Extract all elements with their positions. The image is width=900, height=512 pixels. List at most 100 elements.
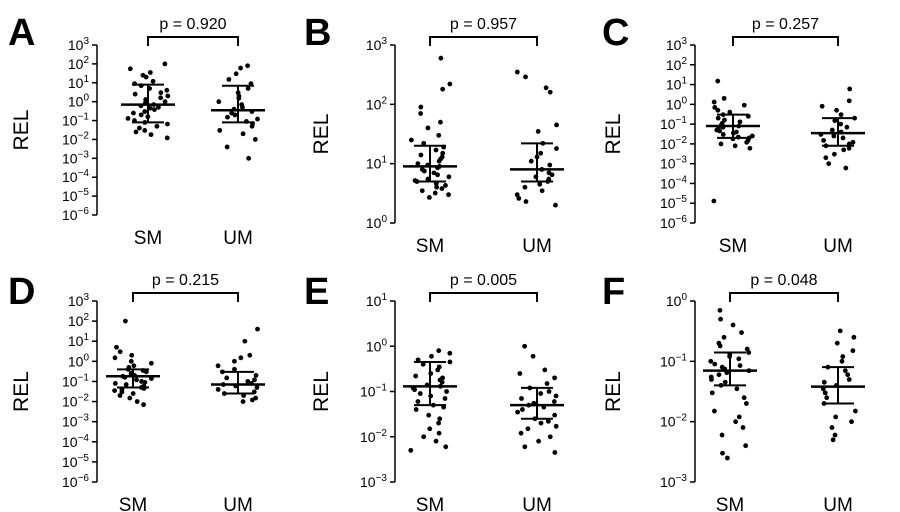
y-tick-label: 10−2 (62, 130, 89, 147)
data-point (737, 363, 743, 368)
series-sm (706, 78, 760, 204)
category-label-um: UM (223, 228, 253, 249)
significance-bracket (147, 36, 239, 46)
data-point (832, 118, 838, 124)
y-tick-label: 10−3 (360, 473, 387, 490)
series-um (811, 328, 865, 443)
data-point (436, 430, 442, 436)
panel-letter: F (602, 271, 625, 313)
series-um (211, 63, 265, 161)
data-point (721, 95, 727, 101)
data-point (546, 389, 552, 394)
data-point (553, 202, 558, 208)
data-point (437, 416, 443, 422)
panel-f: F REL 10−3 10−2 10−1 100 p = 0.048 SM UM (602, 271, 865, 512)
data-point (824, 395, 830, 401)
data-point (724, 455, 730, 461)
data-point (125, 116, 131, 121)
category-label-sm: SM (719, 236, 748, 257)
y-axis-label: REL (10, 371, 33, 412)
data-point (245, 63, 251, 69)
data-point (436, 348, 442, 354)
data-point (551, 399, 557, 404)
data-point (538, 420, 544, 426)
data-point (443, 183, 448, 188)
data-point (447, 359, 453, 365)
data-point (718, 316, 723, 322)
category-label-um: UM (522, 236, 552, 257)
data-point (519, 396, 524, 401)
data-point (224, 144, 230, 150)
data-point (821, 138, 826, 143)
panel-e: E REL 10−3 10−2 10−1 100 101 p = 0.005 SM UM (304, 271, 564, 512)
data-point (832, 432, 838, 438)
category-label-sm: SM (416, 236, 445, 257)
data-point (240, 104, 245, 110)
data-point (538, 150, 544, 156)
panel-letter: A (8, 12, 35, 54)
data-point (741, 395, 747, 401)
data-point (852, 408, 858, 414)
panel-d: D REL 10−6 10−5 10−4 10−3 10−2 10−1 100 101 102 103… (8, 271, 265, 512)
data-point (150, 78, 156, 84)
data-point (418, 111, 424, 116)
data-point (446, 174, 452, 180)
y-tick-label: 10−2 (660, 135, 687, 152)
data-point (549, 172, 555, 178)
data-point (123, 318, 128, 324)
data-point (421, 434, 427, 440)
data-point (148, 360, 154, 366)
y-tick-label: 100 (68, 352, 90, 369)
significance-bracket (429, 292, 538, 302)
data-point (535, 128, 541, 134)
data-point (711, 198, 717, 204)
data-point (433, 438, 439, 444)
data-point (138, 112, 144, 118)
data-point (131, 110, 136, 116)
data-point (443, 444, 449, 450)
y-tick-label: 10−6 (62, 473, 89, 490)
data-point (522, 444, 528, 450)
y-tick-label: 10−4 (62, 168, 89, 185)
data-point (717, 128, 723, 134)
data-point (712, 408, 717, 414)
data-point (743, 443, 749, 449)
data-point (249, 397, 255, 403)
data-point (134, 399, 140, 404)
data-point (112, 380, 118, 386)
data-point (119, 389, 125, 395)
data-point (246, 155, 252, 161)
data-point (158, 90, 164, 96)
series-sm (403, 348, 457, 453)
data-point (162, 61, 168, 67)
y-tick-label: 10−5 (62, 453, 89, 470)
series-um (811, 86, 865, 171)
data-point (240, 131, 246, 137)
y-tick-label: 100 (366, 214, 388, 231)
data-point (721, 334, 727, 340)
data-point (850, 139, 856, 145)
data-point (717, 343, 723, 349)
y-tick-label: 10−1 (62, 372, 89, 389)
data-point (137, 125, 142, 131)
data-point (442, 396, 448, 401)
data-point (413, 373, 419, 379)
panel-letter: D (8, 271, 35, 313)
data-point (249, 123, 255, 129)
data-point (435, 367, 441, 373)
data-point (516, 195, 522, 201)
y-axis-label: REL (310, 371, 333, 412)
data-point (147, 70, 153, 75)
data-point (444, 389, 449, 394)
data-point (165, 121, 170, 127)
data-point (837, 328, 843, 334)
data-point (158, 95, 164, 101)
data-point (253, 372, 259, 378)
category-label-sm: SM (416, 495, 445, 512)
data-point (843, 165, 849, 171)
data-point (831, 133, 837, 139)
y-tick-label: 103 (68, 36, 90, 53)
data-point (255, 326, 260, 332)
data-point (552, 412, 558, 418)
